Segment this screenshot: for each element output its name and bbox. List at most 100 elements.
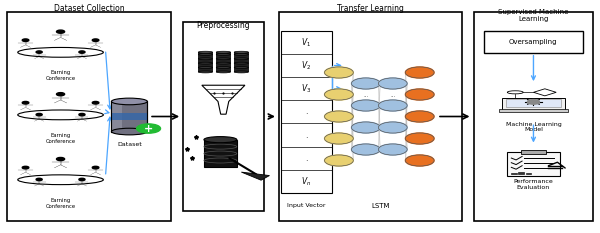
Text: LSTM: LSTM xyxy=(371,203,390,209)
Text: Performance
Evaluation: Performance Evaluation xyxy=(514,179,553,190)
Text: ...: ... xyxy=(390,93,395,98)
Bar xyxy=(511,173,517,174)
Text: Supervised Machine
Learning: Supervised Machine Learning xyxy=(498,9,569,22)
Circle shape xyxy=(325,133,353,144)
Bar xyxy=(234,52,248,72)
Circle shape xyxy=(379,144,407,155)
Circle shape xyxy=(406,155,434,166)
Circle shape xyxy=(36,51,42,53)
Text: $V_3$: $V_3$ xyxy=(301,82,311,95)
Ellipse shape xyxy=(18,48,103,57)
Circle shape xyxy=(527,99,539,104)
Bar xyxy=(7,12,171,221)
Circle shape xyxy=(352,100,380,111)
Ellipse shape xyxy=(234,58,248,60)
Text: $V_2$: $V_2$ xyxy=(301,59,311,72)
Circle shape xyxy=(92,166,99,169)
Bar xyxy=(198,52,212,72)
Circle shape xyxy=(92,39,99,41)
Bar xyxy=(112,113,148,120)
Circle shape xyxy=(352,122,380,133)
Ellipse shape xyxy=(198,67,212,69)
Text: .: . xyxy=(305,154,307,163)
Ellipse shape xyxy=(234,71,248,73)
Text: Transfer Learning: Transfer Learning xyxy=(337,4,403,13)
Ellipse shape xyxy=(216,51,230,53)
Circle shape xyxy=(56,30,65,33)
Circle shape xyxy=(22,101,29,104)
Text: $V_1$: $V_1$ xyxy=(301,36,311,49)
Text: Dataset Collection: Dataset Collection xyxy=(54,4,125,13)
Bar xyxy=(484,31,583,53)
Polygon shape xyxy=(241,172,269,180)
Bar xyxy=(521,150,545,154)
Circle shape xyxy=(325,89,353,100)
Bar xyxy=(499,110,568,112)
Ellipse shape xyxy=(204,137,237,143)
Circle shape xyxy=(325,155,353,166)
Text: .: . xyxy=(305,107,307,116)
Ellipse shape xyxy=(198,62,212,64)
Text: Earning
Conference: Earning Conference xyxy=(46,70,76,81)
Ellipse shape xyxy=(507,91,523,94)
Circle shape xyxy=(406,111,434,122)
Circle shape xyxy=(325,111,353,122)
Ellipse shape xyxy=(216,62,230,64)
Bar xyxy=(183,21,264,212)
Ellipse shape xyxy=(216,53,230,55)
Circle shape xyxy=(36,113,42,116)
Circle shape xyxy=(79,51,85,53)
Text: Oversampling: Oversampling xyxy=(509,39,557,45)
Text: Input Vector: Input Vector xyxy=(287,203,326,208)
Circle shape xyxy=(406,67,434,78)
Ellipse shape xyxy=(216,71,230,73)
Circle shape xyxy=(79,178,85,181)
Ellipse shape xyxy=(216,67,230,69)
Ellipse shape xyxy=(112,128,148,135)
Text: Machine Learning
Model: Machine Learning Model xyxy=(506,122,562,132)
Circle shape xyxy=(406,89,434,100)
Text: Preprocessing: Preprocessing xyxy=(197,21,250,30)
Circle shape xyxy=(406,133,434,144)
Text: +: + xyxy=(144,123,153,134)
Bar xyxy=(506,152,560,176)
Ellipse shape xyxy=(234,53,248,55)
Bar xyxy=(526,173,531,174)
Polygon shape xyxy=(202,85,245,114)
Bar xyxy=(502,98,565,110)
Text: Dataset: Dataset xyxy=(117,142,142,147)
Polygon shape xyxy=(533,89,556,96)
Circle shape xyxy=(379,100,407,111)
Circle shape xyxy=(22,39,29,41)
Bar xyxy=(216,52,230,72)
Circle shape xyxy=(137,124,161,133)
Circle shape xyxy=(379,122,407,133)
Ellipse shape xyxy=(18,110,103,120)
Circle shape xyxy=(36,178,42,181)
Circle shape xyxy=(325,67,353,78)
Text: $V_n$: $V_n$ xyxy=(301,175,311,188)
Bar xyxy=(279,12,461,221)
Ellipse shape xyxy=(198,51,212,53)
Text: Earning
Conference: Earning Conference xyxy=(46,133,76,144)
Bar xyxy=(112,101,122,132)
Ellipse shape xyxy=(216,58,230,60)
Circle shape xyxy=(22,166,29,169)
Ellipse shape xyxy=(234,51,248,53)
Bar xyxy=(281,31,332,193)
Ellipse shape xyxy=(112,98,148,105)
Ellipse shape xyxy=(234,62,248,64)
Circle shape xyxy=(352,78,380,89)
Circle shape xyxy=(92,101,99,104)
Bar xyxy=(473,12,593,221)
Ellipse shape xyxy=(198,71,212,73)
Circle shape xyxy=(379,78,407,89)
Text: Earning
Conference: Earning Conference xyxy=(46,198,76,209)
Ellipse shape xyxy=(198,58,212,60)
Circle shape xyxy=(352,144,380,155)
Circle shape xyxy=(56,158,65,161)
Bar xyxy=(518,172,524,174)
Text: .: . xyxy=(305,130,307,140)
Ellipse shape xyxy=(18,175,103,185)
Circle shape xyxy=(79,113,85,116)
